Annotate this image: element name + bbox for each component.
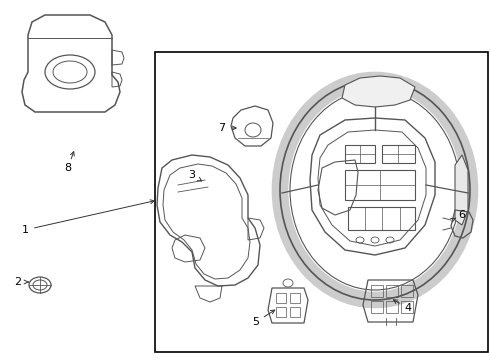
Text: 7: 7 xyxy=(219,123,225,133)
Text: 2: 2 xyxy=(14,277,22,287)
Polygon shape xyxy=(455,155,468,225)
Text: 3: 3 xyxy=(189,170,196,180)
Bar xyxy=(155,52,488,352)
Polygon shape xyxy=(342,76,415,107)
Text: 8: 8 xyxy=(65,163,72,173)
Text: 4: 4 xyxy=(404,303,412,313)
Text: 6: 6 xyxy=(459,210,466,220)
Text: 1: 1 xyxy=(22,225,28,235)
Text: 5: 5 xyxy=(252,317,260,327)
